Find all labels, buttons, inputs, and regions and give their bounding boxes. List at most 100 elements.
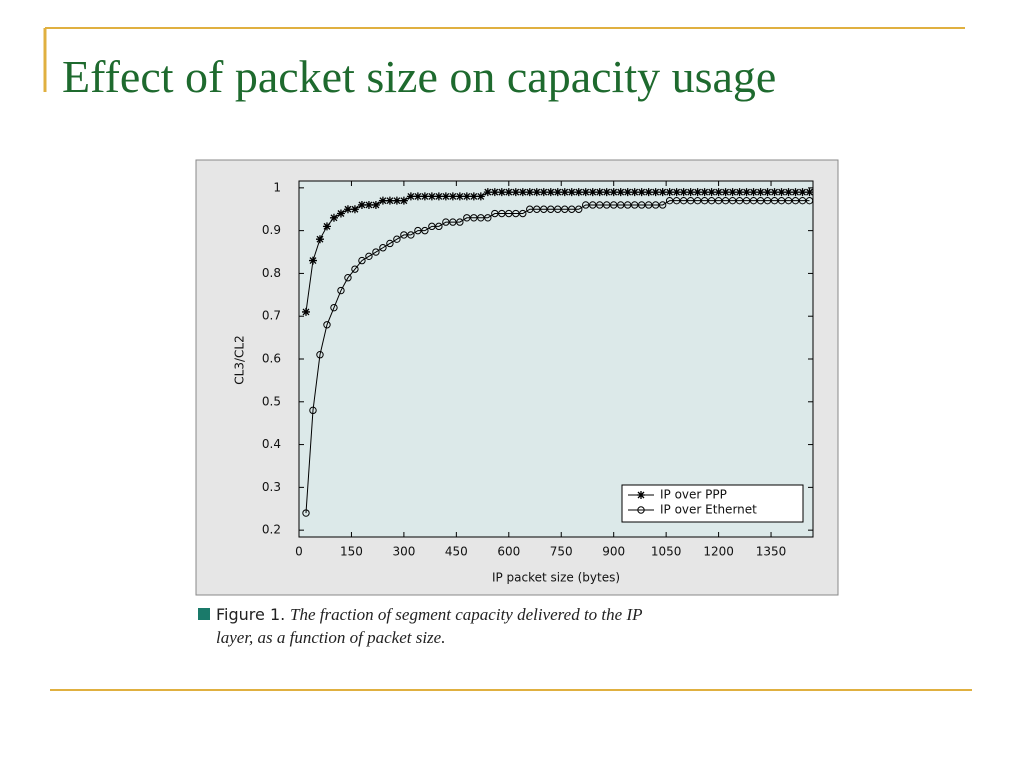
point: [476, 192, 485, 201]
point: [533, 205, 541, 213]
point: [519, 209, 527, 218]
point: [721, 188, 730, 197]
x-tick-label: 1350: [756, 545, 787, 559]
point: [512, 209, 520, 218]
point: [330, 303, 338, 312]
y-tick-label: 0.5: [262, 394, 281, 408]
point: [651, 201, 660, 209]
point: [644, 188, 653, 197]
x-tick-label: 150: [340, 545, 363, 559]
point: [470, 214, 478, 222]
point: [393, 235, 401, 243]
y-tick-label: 1: [273, 180, 281, 194]
point: [539, 188, 548, 197]
point: [407, 231, 415, 239]
point: [728, 196, 737, 205]
legend-marker: [637, 506, 645, 514]
point: [616, 201, 625, 209]
point: [435, 222, 443, 231]
series-line: [305, 200, 810, 514]
point: [406, 192, 415, 201]
point: [386, 239, 394, 248]
point: [358, 256, 366, 265]
point: [532, 188, 541, 197]
point: [469, 192, 478, 201]
caption-square: [198, 608, 210, 620]
point: [589, 201, 597, 209]
point: [357, 200, 366, 209]
point: [553, 188, 562, 197]
point: [630, 201, 639, 209]
x-tick-label: 0: [295, 545, 303, 559]
point: [323, 321, 331, 329]
caption: The fraction of segment capacity deliver…: [290, 605, 643, 624]
point: [371, 200, 380, 209]
point: [616, 188, 625, 197]
point: [637, 188, 646, 197]
y-tick-label: 0.6: [262, 352, 281, 366]
legend-marker: [637, 491, 645, 499]
point: [554, 205, 562, 213]
point: [455, 192, 464, 201]
point: [441, 192, 450, 201]
y-axis-label: CL3/CL2: [233, 335, 247, 384]
point: [784, 188, 793, 197]
point: [721, 196, 730, 205]
slide-title: Effect of packet size on capacity usage: [62, 51, 776, 102]
point: [546, 188, 555, 197]
point: [428, 222, 436, 231]
point: [484, 214, 492, 222]
caption: layer, as a function of packet size.: [216, 628, 445, 647]
point: [658, 201, 667, 209]
point: [728, 188, 737, 197]
point: [805, 196, 814, 205]
point: [742, 196, 751, 205]
point: [413, 192, 422, 201]
point: [301, 307, 310, 316]
point: [568, 205, 576, 213]
point: [596, 201, 604, 209]
point: [477, 214, 485, 222]
point: [784, 196, 793, 205]
point: [504, 188, 513, 197]
point: [756, 188, 765, 197]
legend-label: IP over Ethernet: [660, 503, 757, 517]
point: [791, 188, 800, 197]
point: [574, 188, 583, 197]
point: [805, 188, 814, 197]
point: [567, 188, 576, 197]
point: [644, 201, 653, 209]
point: [498, 209, 506, 218]
y-tick-label: 0.2: [262, 523, 281, 537]
point: [742, 188, 751, 197]
point: [651, 188, 660, 197]
point: [735, 188, 744, 197]
point: [637, 201, 646, 209]
point: [623, 188, 632, 197]
point: [623, 201, 632, 209]
x-axis-label: IP packet size (bytes): [492, 571, 620, 585]
point: [414, 226, 422, 235]
point: [378, 196, 387, 205]
point: [525, 188, 534, 197]
point: [679, 188, 688, 197]
point: [315, 235, 324, 244]
point: [693, 196, 702, 205]
point: [770, 188, 779, 197]
point: [798, 188, 807, 197]
point: [462, 192, 471, 201]
point: [707, 196, 716, 205]
point: [686, 196, 695, 205]
point: [511, 188, 520, 197]
point: [427, 192, 436, 201]
x-tick-label: 750: [550, 545, 573, 559]
point: [400, 231, 408, 239]
point: [749, 188, 758, 197]
point: [385, 196, 394, 205]
point: [749, 196, 758, 205]
point: [399, 196, 408, 205]
point: [665, 196, 674, 205]
point: [365, 252, 373, 261]
point: [421, 226, 429, 235]
